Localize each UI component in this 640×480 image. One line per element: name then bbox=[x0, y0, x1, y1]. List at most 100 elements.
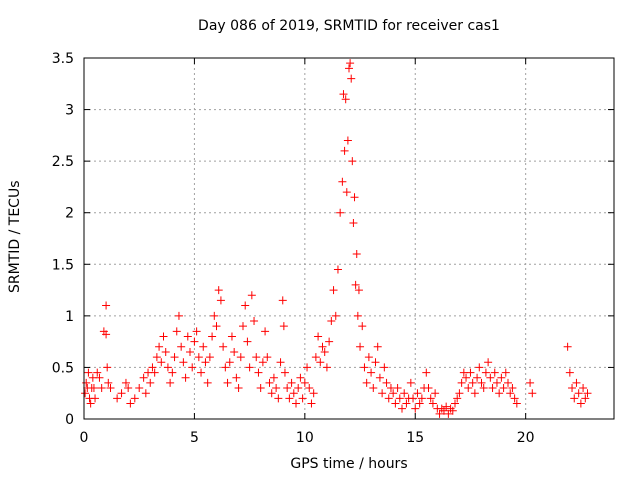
data-point bbox=[481, 368, 490, 377]
data-point bbox=[570, 394, 579, 403]
data-point bbox=[442, 402, 451, 411]
data-point bbox=[329, 286, 338, 295]
data-point bbox=[497, 373, 506, 382]
data-point bbox=[398, 404, 406, 413]
data-point bbox=[339, 90, 348, 99]
data-point bbox=[583, 389, 592, 398]
data-point bbox=[393, 384, 402, 393]
data-point bbox=[367, 368, 376, 377]
data-point bbox=[495, 389, 504, 398]
data-point bbox=[342, 188, 351, 197]
data-point bbox=[510, 394, 519, 403]
data-point bbox=[279, 322, 288, 331]
data-point bbox=[347, 74, 356, 83]
data-point bbox=[250, 317, 259, 326]
plot-frame bbox=[83, 57, 615, 420]
data-point bbox=[177, 342, 186, 351]
data-point bbox=[371, 358, 380, 367]
data-point bbox=[435, 409, 444, 418]
data-point bbox=[341, 95, 350, 104]
data-point bbox=[462, 373, 471, 382]
data-point bbox=[362, 378, 371, 387]
data-point bbox=[168, 368, 177, 377]
data-point bbox=[97, 384, 106, 393]
data-point bbox=[464, 384, 473, 393]
data-point bbox=[161, 347, 170, 356]
data-point bbox=[501, 368, 510, 377]
data-point bbox=[490, 368, 499, 377]
data-point bbox=[223, 378, 232, 387]
data-point bbox=[203, 378, 212, 387]
data-point bbox=[470, 389, 479, 398]
data-point bbox=[280, 368, 289, 377]
data-point bbox=[172, 327, 181, 336]
data-point bbox=[413, 389, 422, 398]
data-point bbox=[360, 363, 369, 372]
data-point bbox=[146, 378, 155, 387]
y-tick-label: 0.5 bbox=[52, 360, 74, 376]
data-point bbox=[479, 384, 488, 393]
x-axis-label: GPS time / hours bbox=[290, 456, 408, 472]
x-tick-label: 20 bbox=[517, 430, 535, 446]
data-point bbox=[351, 280, 360, 289]
data-point bbox=[378, 389, 387, 398]
data-point bbox=[409, 394, 418, 403]
data-point bbox=[130, 394, 139, 403]
data-point bbox=[354, 286, 363, 295]
grid bbox=[84, 58, 614, 419]
data-point bbox=[245, 363, 254, 372]
y-tick-label: 3.5 bbox=[52, 51, 74, 67]
data-point bbox=[451, 399, 459, 408]
data-point bbox=[338, 177, 347, 186]
data-point bbox=[307, 399, 316, 408]
data-point bbox=[506, 389, 515, 398]
data-point bbox=[150, 368, 159, 377]
data-point bbox=[311, 353, 320, 362]
data-point bbox=[186, 347, 194, 356]
data-point bbox=[157, 358, 166, 367]
data-point bbox=[252, 353, 261, 362]
data-point bbox=[212, 322, 221, 331]
data-point bbox=[373, 342, 382, 351]
data-point bbox=[563, 342, 572, 351]
data-point bbox=[102, 301, 111, 310]
data-point bbox=[296, 373, 305, 382]
data-point bbox=[327, 317, 336, 326]
data-point bbox=[415, 399, 424, 408]
data-point bbox=[417, 394, 426, 403]
data-point bbox=[343, 136, 352, 145]
data-point bbox=[103, 363, 112, 372]
data-point bbox=[353, 311, 362, 320]
data-point bbox=[358, 322, 367, 331]
data-point bbox=[243, 337, 252, 346]
data-point bbox=[232, 373, 241, 382]
data-point bbox=[221, 363, 230, 372]
data-point bbox=[93, 368, 102, 377]
data-point bbox=[492, 378, 501, 387]
data-point bbox=[86, 399, 95, 408]
data-point bbox=[468, 378, 477, 387]
data-point bbox=[201, 358, 210, 367]
data-point bbox=[135, 384, 144, 393]
y-tick-label: 2 bbox=[65, 206, 74, 222]
data-point bbox=[179, 358, 188, 367]
data-point bbox=[477, 378, 486, 387]
data-point bbox=[166, 378, 175, 387]
data-point bbox=[457, 378, 466, 387]
data-point bbox=[82, 378, 91, 387]
data-point bbox=[276, 358, 285, 367]
data-point bbox=[152, 353, 161, 362]
data-point bbox=[95, 373, 104, 382]
data-point bbox=[225, 358, 234, 367]
data-point bbox=[380, 363, 389, 372]
data-point bbox=[499, 384, 508, 393]
data-point bbox=[402, 399, 411, 408]
data-point bbox=[214, 286, 223, 295]
data-point bbox=[422, 368, 431, 377]
data-point bbox=[314, 332, 323, 341]
data-point bbox=[528, 389, 537, 398]
data-point bbox=[199, 342, 208, 351]
data-point bbox=[579, 384, 588, 393]
